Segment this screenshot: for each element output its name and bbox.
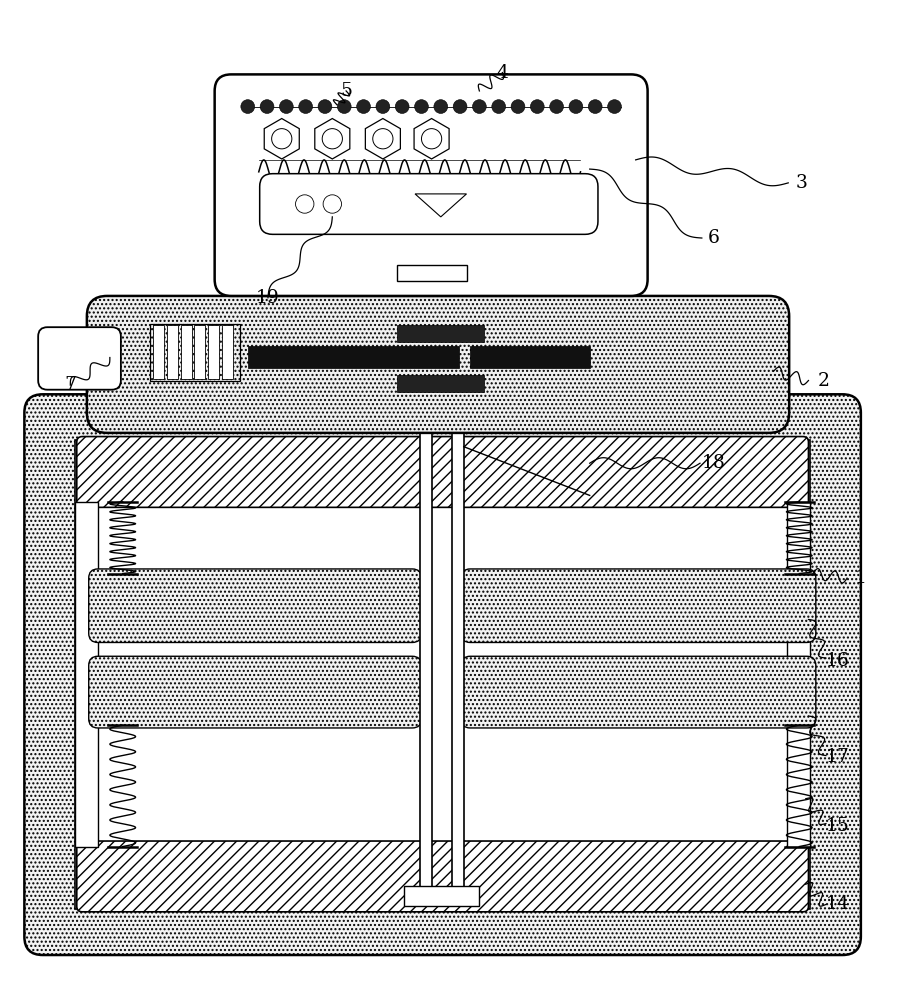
Bar	[396, 325, 484, 342]
Text: 17: 17	[826, 748, 850, 766]
Circle shape	[357, 100, 371, 113]
Text: 7: 7	[65, 376, 77, 394]
Circle shape	[588, 100, 602, 113]
Circle shape	[372, 129, 393, 149]
Text: 18: 18	[702, 454, 726, 472]
Bar	[153, 325, 164, 379]
Text: 6: 6	[708, 229, 720, 247]
FancyBboxPatch shape	[77, 841, 809, 912]
Bar	[167, 325, 178, 379]
Bar	[208, 325, 219, 379]
Bar	[181, 325, 192, 379]
Circle shape	[421, 129, 442, 149]
Circle shape	[530, 100, 544, 113]
Circle shape	[434, 100, 448, 113]
FancyBboxPatch shape	[260, 174, 598, 234]
FancyBboxPatch shape	[89, 569, 421, 642]
Text: 2: 2	[818, 372, 830, 390]
Polygon shape	[314, 119, 349, 159]
Text: 1: 1	[855, 569, 867, 587]
Circle shape	[323, 195, 341, 213]
FancyBboxPatch shape	[215, 74, 647, 296]
Text: 3: 3	[795, 174, 807, 192]
Circle shape	[415, 100, 429, 113]
Bar	[75, 440, 810, 909]
Circle shape	[550, 100, 563, 113]
Circle shape	[279, 100, 293, 113]
Bar	[470, 346, 590, 368]
Polygon shape	[265, 119, 300, 159]
FancyBboxPatch shape	[461, 569, 816, 642]
FancyBboxPatch shape	[461, 656, 816, 728]
FancyBboxPatch shape	[38, 327, 121, 390]
Text: 14: 14	[826, 895, 850, 913]
Circle shape	[454, 100, 467, 113]
Bar	[420, 408, 431, 906]
Text: 4: 4	[496, 64, 508, 82]
Circle shape	[472, 100, 486, 113]
Circle shape	[318, 100, 332, 113]
Circle shape	[511, 100, 525, 113]
Text: 5: 5	[340, 82, 352, 100]
Bar	[396, 265, 467, 281]
Circle shape	[396, 100, 409, 113]
Circle shape	[272, 129, 292, 149]
FancyBboxPatch shape	[87, 296, 789, 433]
FancyBboxPatch shape	[77, 437, 809, 507]
Circle shape	[608, 100, 621, 113]
Circle shape	[260, 100, 274, 113]
Text: 16: 16	[826, 652, 850, 670]
Text: 19: 19	[256, 289, 280, 307]
FancyBboxPatch shape	[89, 656, 421, 728]
Circle shape	[491, 100, 505, 113]
Circle shape	[296, 195, 313, 213]
Bar	[248, 346, 459, 368]
Bar	[195, 325, 206, 379]
Circle shape	[376, 100, 390, 113]
Circle shape	[337, 100, 351, 113]
Polygon shape	[365, 119, 400, 159]
Circle shape	[569, 100, 583, 113]
Bar	[787, 502, 810, 847]
Bar	[396, 375, 484, 392]
Bar	[404, 886, 479, 906]
FancyBboxPatch shape	[24, 394, 861, 955]
Circle shape	[299, 100, 313, 113]
Circle shape	[241, 100, 254, 113]
Bar	[222, 325, 233, 379]
Bar	[452, 408, 464, 906]
Bar	[150, 324, 241, 381]
Bar	[75, 502, 98, 847]
Text: 15: 15	[826, 817, 850, 835]
Polygon shape	[414, 119, 449, 159]
Circle shape	[322, 129, 342, 149]
